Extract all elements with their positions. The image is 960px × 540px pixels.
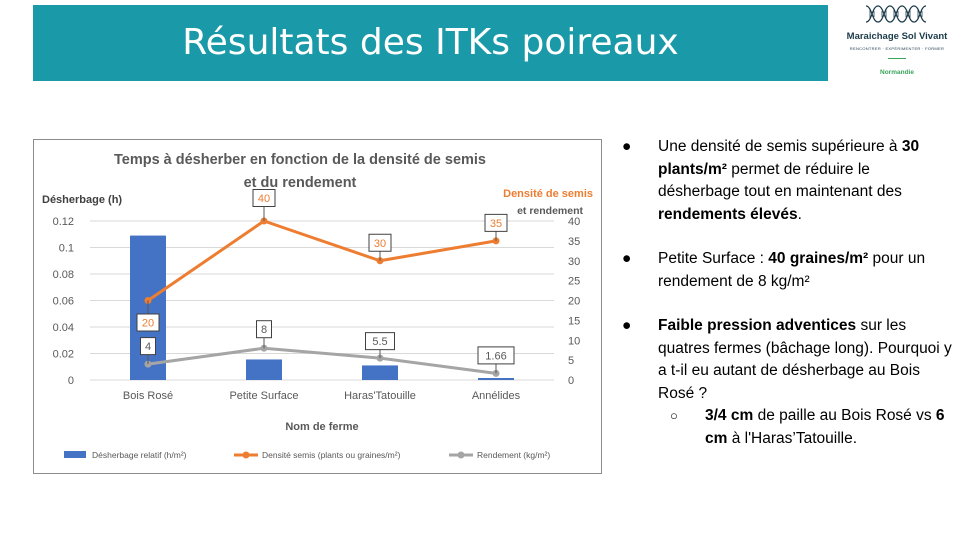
logo: Maraichage Sol Vivant RENCONTRER · EXPÉR… [836, 2, 958, 82]
data-label-box [252, 189, 276, 207]
bar [478, 378, 514, 380]
y-axis-right-label-line-1: Densité de semis [503, 188, 593, 200]
bullet-list: ● Une densité de semis supérieure à 30 p… [620, 136, 955, 450]
bullet-dot: ● [622, 138, 632, 155]
x-tick-label: Annélides [472, 390, 521, 402]
bullet-2-bold-1: 40 graines/m² [768, 250, 869, 267]
data-label-box [365, 332, 395, 351]
legend-label: Désherbage relatif (h/m²) [92, 450, 187, 460]
sub-bullet-bold-2: 6 cm [705, 407, 945, 447]
bullet-1-text-2: permet de réduire le désherbage tout en … [658, 160, 902, 201]
line-point [260, 344, 268, 352]
y-right-tick-label: 15 [568, 315, 580, 327]
y-right-tick-label: 0 [568, 375, 574, 387]
y-axis-left-label: Désherbage (h) [42, 194, 122, 206]
bullet-1-bold-1: 30 plants/m² [658, 138, 920, 178]
data-label: 1.66 [485, 350, 506, 362]
bullet-2-text-2: pour un rendement de 8 kg/m² [658, 250, 926, 290]
data-label: 5.5 [372, 336, 387, 348]
legend-marker [242, 451, 250, 459]
data-labels: 20 40 30 35 4 8 5.5 1.66 [136, 189, 515, 374]
axis-ticks: 0 0.02 0.04 0.06 0.08 0.1 0.12 0 5 10 15 20 25 30 35 40… [53, 216, 581, 402]
data-label: 4 [145, 341, 151, 353]
y-right-tick-label: 25 [568, 276, 580, 288]
sub-bullet-ring: ○ [670, 408, 678, 423]
legend: Désherbage relatif (h/m²) Densité semis (… [64, 450, 550, 460]
lines [144, 217, 500, 377]
y-left-tick-label: 0.08 [53, 269, 74, 281]
bar [362, 365, 398, 380]
logo-region: Normandie [880, 69, 914, 76]
x-tick-label: Haras'Tatouille [344, 390, 416, 402]
y-right-tick-label: 40 [568, 216, 580, 228]
sub-bullet-bold-1: 3/4 cm [705, 407, 754, 424]
bullet-2-text-1: Petite Surface : [658, 250, 769, 267]
chart-title-line-2: et du rendement [244, 175, 357, 191]
line-point [376, 354, 384, 362]
y-right-tick-label: 10 [568, 335, 580, 347]
logo-tagline: RENCONTRER · EXPÉRIMENTER · FORMER [849, 46, 945, 51]
bullet-1-bold-2: rendements élevés [658, 205, 798, 223]
bullet-3: ● Faible pression adventices sur les qua… [620, 315, 955, 405]
y-left-tick-label: 0.04 [53, 322, 74, 334]
sub-bullet-text-1: de paille au Bois Rosé vs [753, 407, 936, 424]
data-label-box [136, 313, 160, 332]
data-label: 8 [261, 324, 267, 336]
data-label: 30 [374, 238, 386, 250]
x-tick-label: Petite Surface [229, 390, 298, 402]
chart-title-line-1: Temps à désherber en fonction de la dens… [114, 152, 486, 168]
logo-divider [888, 58, 906, 59]
bullet-1: ● Une densité de semis supérieure à 30 p… [620, 136, 955, 226]
data-label-box [477, 346, 515, 365]
bullet-1-text-3: . [797, 205, 802, 223]
chart: Temps à désherber en fonction de la dens… [42, 152, 593, 460]
data-label: 35 [490, 218, 502, 230]
y-left-tick-label: 0.12 [53, 216, 74, 228]
data-label-box [484, 213, 508, 232]
data-label: 20 [142, 318, 154, 330]
bullet-3-bold-1: Faible pression adventices [658, 317, 857, 334]
sub-bullet-text-2: à l'Haras’Tatouille. [727, 429, 858, 447]
data-label: 40 [258, 193, 270, 205]
data-label-box [256, 320, 272, 339]
y-left-tick-label: 0.06 [53, 296, 74, 308]
legend-marker [457, 451, 465, 459]
y-right-tick-label: 20 [568, 296, 580, 308]
data-label-box [368, 233, 392, 252]
legend-label: Densité semis (plants ou graines/m²) [262, 450, 401, 460]
bar [246, 359, 282, 380]
sub-bullet-1: ○ 3/4 cm de paille au Bois Rosé vs 6 cm … [620, 405, 955, 450]
bullet-2: ● Petite Surface : 40 graines/m² pour un… [620, 248, 955, 293]
y-right-tick-label: 5 [568, 355, 574, 367]
dna-helix-icon [865, 5, 927, 23]
y-axis-right-label-line-2: et rendement [517, 205, 583, 217]
chart-container: Temps à désherber en fonction de la dens… [33, 139, 602, 474]
title-banner: Résultats des ITKs poireaux [33, 5, 828, 81]
series-line [147, 219, 497, 302]
bullet-dot: ● [622, 250, 632, 267]
bullet-dot: ● [622, 317, 632, 334]
y-left-tick-label: 0 [68, 375, 74, 387]
data-label-box [140, 337, 156, 356]
y-left-tick-label: 0.1 [59, 243, 74, 255]
series-line [147, 346, 497, 375]
page-title: Résultats des ITKs poireaux [182, 22, 679, 63]
bullet-1-text-1: Une densité de semis supérieure à [658, 138, 902, 155]
logo-name: Maraichage Sol Vivant [846, 31, 948, 42]
y-left-tick-label: 0.02 [53, 349, 74, 361]
y-right-tick-label: 30 [568, 256, 580, 268]
legend-swatch [64, 451, 86, 458]
bullet-3-text-1: sur les quatres fermes (bâchage long). P… [658, 317, 952, 402]
y-right-tick-label: 35 [568, 236, 580, 248]
x-axis-label: Nom de ferme [285, 421, 358, 433]
legend-label: Rendement (kg/m²) [477, 450, 550, 460]
x-tick-label: Bois Rosé [123, 390, 173, 402]
